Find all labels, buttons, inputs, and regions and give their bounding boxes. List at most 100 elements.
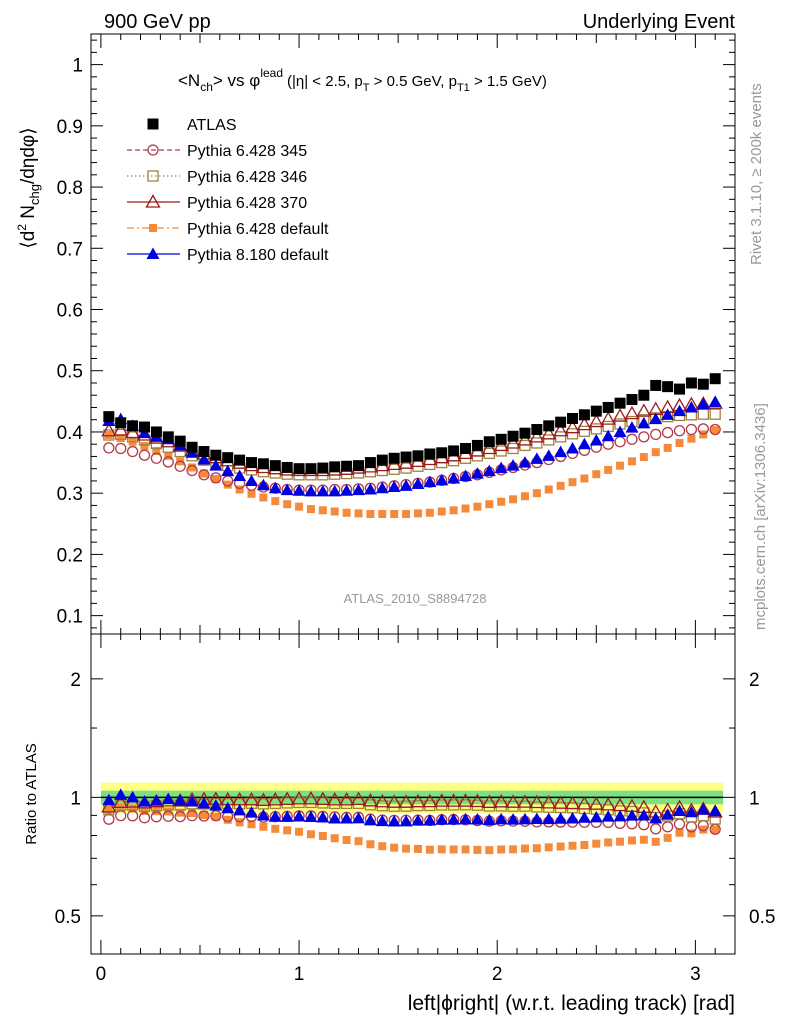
data-point <box>651 448 660 457</box>
data-point <box>626 433 638 445</box>
data-point <box>259 493 268 502</box>
ratio-point <box>637 808 651 821</box>
data-point <box>506 459 520 471</box>
ratio-point <box>211 812 220 821</box>
ratio-point <box>699 825 708 834</box>
series-atlas <box>103 373 721 475</box>
ratio-point <box>554 812 568 824</box>
data-point <box>103 411 115 423</box>
data-point <box>568 478 577 487</box>
data-point <box>104 431 113 440</box>
ratio-y-tick-label: 1 <box>70 788 81 809</box>
data-point <box>448 445 460 457</box>
ratio-point <box>457 793 474 807</box>
data-point <box>566 428 579 440</box>
ratio-point <box>481 794 497 808</box>
ratio-y-tick-label: 0.5 <box>55 907 81 928</box>
ratio-point <box>185 795 199 807</box>
data-point <box>519 427 531 439</box>
data-point <box>222 452 234 464</box>
data-point <box>673 404 687 417</box>
x-tick-label: 0 <box>96 964 107 985</box>
data-point <box>126 445 139 458</box>
data-point <box>663 443 672 452</box>
data-point <box>555 416 567 428</box>
data-point <box>461 504 470 513</box>
ratio-point <box>283 826 292 835</box>
legend: ATLAS Pythia 6.428 345 Pythia 6.428 346 Pyt… <box>127 117 329 264</box>
ratio-point <box>113 794 129 809</box>
x-axis-label: left|ϕright| (w.r.t. leading track) [rad… <box>408 992 735 1015</box>
ratio-point <box>255 792 272 806</box>
data-point <box>495 433 507 445</box>
data-point <box>567 412 579 424</box>
data-point <box>281 461 293 473</box>
data-point <box>542 449 556 461</box>
rivet-version-label: Rivet 3.1.10, ≥ 200k events <box>748 83 765 265</box>
ratio-point <box>422 793 438 808</box>
data-point <box>199 469 208 478</box>
data-point <box>234 454 246 466</box>
ratio-point <box>304 810 318 823</box>
main-y-tick-label: 0.1 <box>57 607 83 628</box>
legend-label: Pythia 6.428 370 <box>187 195 307 212</box>
legend-entry-pythia-8-180-default: Pythia 8.180 default <box>127 247 329 264</box>
data-point <box>507 430 519 442</box>
data-point <box>269 460 281 472</box>
legend-entry-pythia-6-428-370: Pythia 6.428 370 <box>127 194 307 212</box>
data-point <box>497 497 506 506</box>
legend-label: Pythia 6.428 346 <box>187 169 307 186</box>
ratio-point <box>104 805 113 814</box>
ratio-point <box>330 834 339 843</box>
ratio-point <box>649 811 663 824</box>
data-point <box>483 436 495 448</box>
ratio-point <box>473 845 482 854</box>
ratio-point <box>399 814 413 827</box>
data-point <box>576 416 593 431</box>
ratio-point <box>173 793 187 806</box>
ratio-point <box>601 810 615 822</box>
data-point <box>188 463 197 472</box>
ratio-point <box>247 820 256 829</box>
ratio-point <box>696 803 710 815</box>
data-point <box>590 423 602 435</box>
ratio-point <box>245 806 259 818</box>
ratio-point <box>390 843 399 852</box>
data-point <box>210 472 222 484</box>
series-pythia-6-428-345-ratio <box>103 809 721 835</box>
ratio-y-ticks: 0.5 0.5 1 1 2 2 <box>55 670 776 928</box>
main-y-axis-label: ⟨d2 Nchg/dηdφ⟩ <box>15 127 42 248</box>
ratio-point <box>256 808 270 821</box>
ratio-point <box>328 812 342 824</box>
data-point <box>592 470 601 479</box>
data-point <box>353 460 365 472</box>
data-point <box>449 506 458 515</box>
ratio-point <box>342 836 351 845</box>
data-point <box>614 397 626 409</box>
ratio-point <box>271 824 280 833</box>
ratio-x-ticks: 0 1 2 3 <box>96 634 716 985</box>
ratio-point <box>374 793 390 808</box>
data-point <box>268 481 282 494</box>
header-left: 900 GeV pp <box>104 11 211 33</box>
data-point <box>378 510 387 518</box>
ratio-point <box>684 805 698 818</box>
ratio-panel-frame <box>90 633 736 955</box>
ratio-point <box>411 814 425 826</box>
data-point <box>139 421 151 433</box>
ratio-point <box>259 822 268 831</box>
main-y-tick-label: 0.9 <box>57 117 83 138</box>
data-point <box>328 484 342 497</box>
ratio-point <box>532 844 541 853</box>
ratio-point <box>126 810 139 822</box>
data-point <box>402 510 411 518</box>
data-point <box>687 434 696 443</box>
series-pythia-8-180-default-ratio <box>102 788 722 827</box>
ratio-point <box>519 800 531 812</box>
data-point <box>387 480 401 493</box>
data-point <box>186 441 198 453</box>
x-tick-label: 1 <box>294 964 305 985</box>
ratio-point <box>352 797 365 810</box>
data-point <box>233 469 247 482</box>
main-y-tick-label: 0.6 <box>57 301 83 322</box>
